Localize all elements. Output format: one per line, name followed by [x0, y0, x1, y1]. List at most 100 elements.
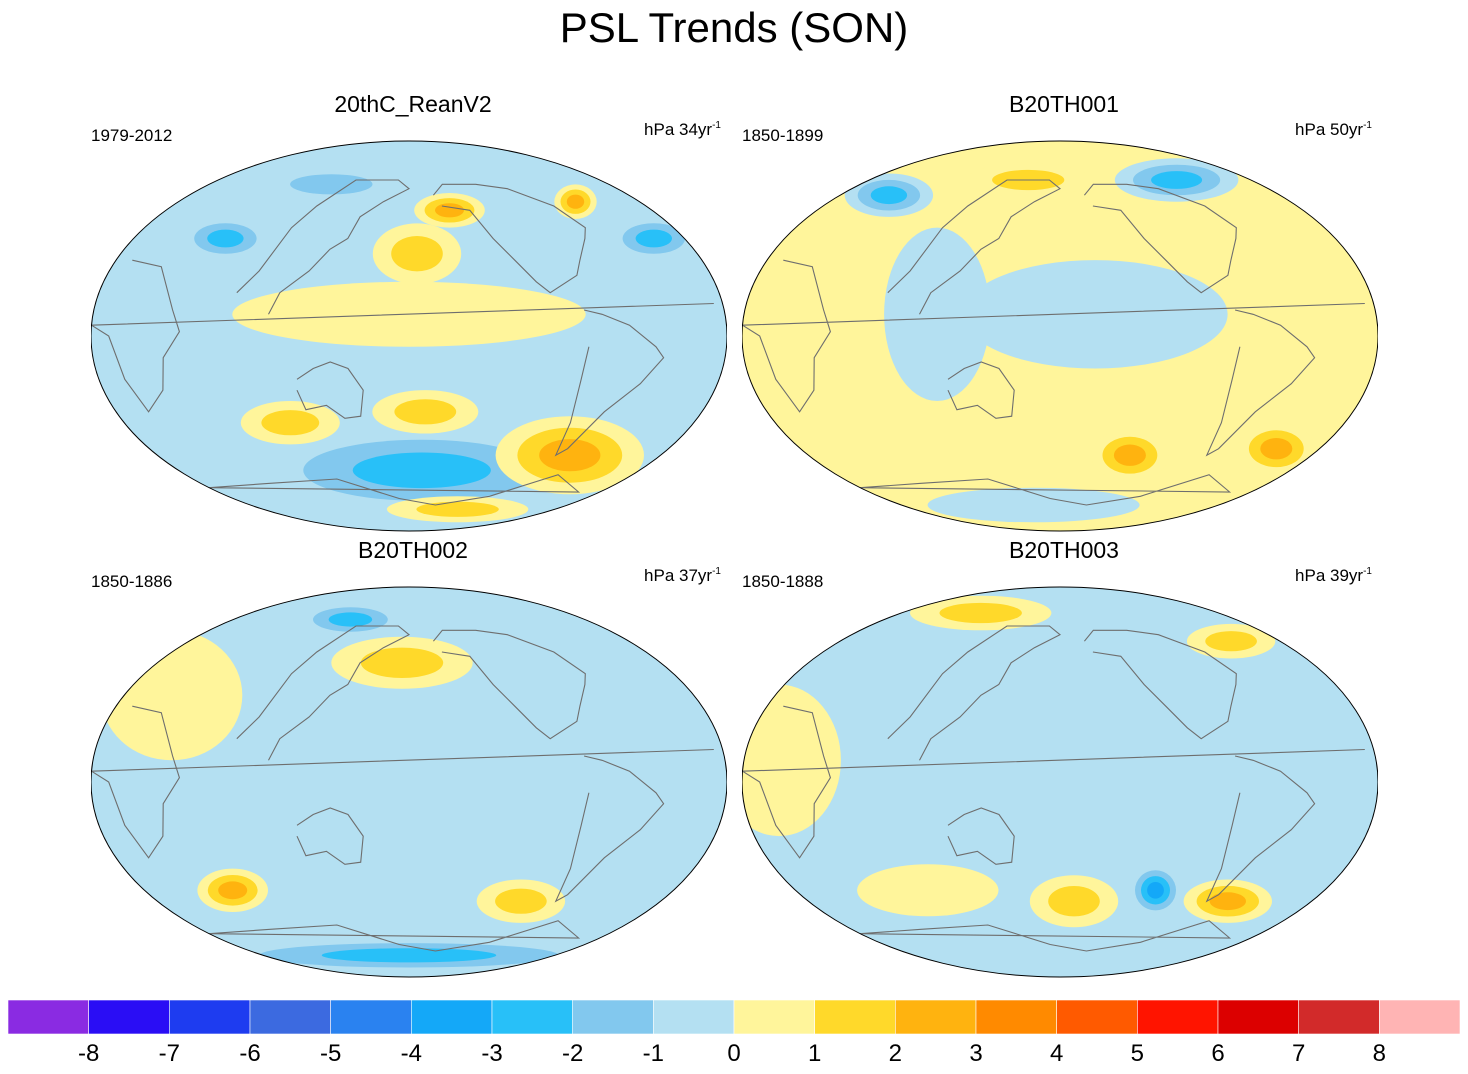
- colorbar-swatch: [1379, 1000, 1460, 1035]
- coastline: [860, 920, 1232, 952]
- colorbar-swatch: [572, 1000, 654, 1035]
- trend-contour: [1147, 882, 1164, 899]
- coastline: [860, 474, 1232, 506]
- colorbar-labels: -8 -7 -6 -5 -4 -3 -2 -1 0 1 2 3 4 5 6 7 8: [0, 1040, 1468, 1074]
- trend-contour: [1151, 171, 1203, 189]
- colorbar-swatch: [653, 1000, 735, 1035]
- trend-contour: [566, 194, 585, 209]
- coastline: [209, 474, 581, 506]
- colorbar: [8, 1000, 1460, 1035]
- colorbar-swatch: [491, 1000, 573, 1035]
- coastline: [947, 361, 1015, 419]
- trend-contour: [1048, 886, 1100, 917]
- trend-contour: [207, 229, 244, 248]
- panel-units: hPa 39yr-1: [1295, 566, 1372, 585]
- panel-title: B20TH001: [1009, 91, 1119, 117]
- coastline: [554, 755, 665, 903]
- map-border: [91, 140, 727, 532]
- colorbar-tick-label: -8: [77, 1040, 100, 1067]
- colorbar-tick-label: 2: [888, 1040, 903, 1067]
- colorbar-swatch: [975, 1000, 1057, 1035]
- colorbar-swatch: [330, 1000, 412, 1035]
- colorbar-swatch: [733, 1000, 815, 1035]
- panel-title: 20thC_ReanV2: [334, 91, 492, 117]
- trend-contour: [218, 881, 248, 900]
- trend-contour: [100, 630, 243, 761]
- coastline: [432, 183, 586, 294]
- coastline: [236, 625, 410, 761]
- colorbar-tick-label: 1: [807, 1040, 822, 1067]
- trend-contour: [352, 452, 491, 489]
- colorbar-tick-label: 8: [1372, 1040, 1387, 1067]
- trend-contour: [290, 174, 373, 195]
- trend-contour: [328, 612, 373, 627]
- panel-b20th003: B20TH003 1850-1888 hPa 39yr-1: [734, 537, 1394, 978]
- coastline: [296, 807, 364, 865]
- panel-title: B20TH003: [1009, 537, 1119, 563]
- colorbar-tick-label: -5: [319, 1040, 342, 1067]
- coastline: [887, 179, 1061, 315]
- trend-contour: [1260, 438, 1293, 460]
- trend-contour: [416, 501, 499, 517]
- colorbar-tick-label: 7: [1291, 1040, 1306, 1067]
- coastline: [742, 705, 1365, 859]
- colorbar-swatch: [814, 1000, 896, 1035]
- coastline: [1205, 309, 1316, 457]
- trend-contour: [857, 864, 999, 917]
- colorbar-tick-label: 4: [1049, 1040, 1064, 1067]
- colorbar-tick-label: -3: [481, 1040, 503, 1067]
- trend-contour: [321, 948, 497, 963]
- trend-contour: [635, 229, 672, 248]
- coastline: [1083, 183, 1237, 294]
- colorbar-tick-label: -7: [158, 1040, 180, 1067]
- colorbar-tick-label: -2: [561, 1040, 584, 1067]
- panel-years: 1850-1886: [91, 572, 173, 591]
- colorbar-swatch: [895, 1000, 977, 1035]
- trend-contour: [884, 227, 991, 401]
- trend-contour: [539, 439, 601, 472]
- panel-units: hPa 50yr-1: [1295, 120, 1372, 139]
- map-border: [742, 140, 1378, 532]
- colorbar-swatch: [411, 1000, 493, 1035]
- coastline: [432, 629, 586, 740]
- map-border: [91, 586, 727, 978]
- coastline: [742, 259, 1365, 413]
- panel-b20th002: B20TH002 1850-1886 hPa 37yr-1: [83, 537, 743, 978]
- trend-contour: [391, 236, 443, 272]
- coastline: [1083, 629, 1237, 740]
- colorbar-swatch: [1217, 1000, 1299, 1035]
- colorbar-swatch: [1137, 1000, 1219, 1035]
- figure-title: PSL Trends (SON): [559, 4, 909, 51]
- colorbar-swatch: [8, 1000, 89, 1035]
- panel-years: 1850-1888: [742, 572, 824, 591]
- colorbar-swatch: [1298, 1000, 1380, 1035]
- trend-contour: [927, 487, 1140, 523]
- trend-contour: [360, 647, 444, 678]
- coastline: [887, 625, 1061, 761]
- colorbar-swatch: [1056, 1000, 1138, 1035]
- coastline: [947, 807, 1015, 865]
- coastline: [91, 259, 714, 413]
- trend-map: [742, 586, 1378, 978]
- trend-contour: [394, 399, 457, 425]
- colorbar-tick-label: -1: [642, 1040, 664, 1067]
- colorbar-swatch: [169, 1000, 251, 1035]
- panel-20thc-reanv2: 20thC_ReanV2 1979-2012 hPa 34yr-1: [83, 91, 743, 532]
- trend-contour: [1113, 444, 1146, 466]
- panel-units: hPa 34yr-1: [644, 120, 721, 139]
- colorbar-swatch: [249, 1000, 331, 1035]
- trend-contour: [435, 203, 464, 218]
- coastline: [296, 361, 364, 419]
- trend-contour: [1209, 892, 1246, 911]
- colorbar-tick-label: 6: [1211, 1040, 1225, 1067]
- trend-map: [91, 586, 727, 978]
- trend-contour: [870, 186, 908, 205]
- panel-title: B20TH002: [358, 537, 468, 563]
- colorbar-tick-label: 0: [727, 1040, 741, 1067]
- coastline: [209, 920, 581, 952]
- colorbar-tick-label: -6: [239, 1040, 261, 1067]
- trend-map: [742, 140, 1378, 532]
- trend-contour: [939, 602, 1022, 624]
- trend-map: [91, 140, 727, 532]
- coastline: [1205, 755, 1316, 903]
